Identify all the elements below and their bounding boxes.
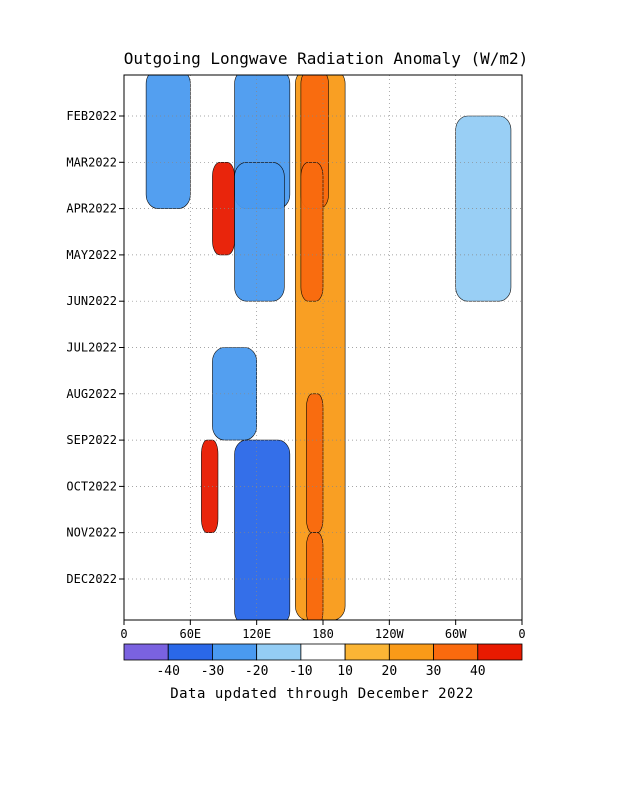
x-tick-label: 120W	[375, 627, 405, 641]
y-tick-label: FEB2022	[66, 109, 117, 123]
anomaly-band-10	[212, 347, 257, 441]
x-tick-label: 180	[312, 627, 334, 641]
colorbar-swatch	[167, 643, 213, 661]
anomaly-band-7	[145, 75, 191, 209]
anomaly-band-11	[234, 439, 291, 620]
colorbar-swatch	[212, 643, 258, 661]
colorbar-labels: -40 -30 -20 -10 10 20 30 40	[156, 664, 485, 679]
colorbar-label: 40	[470, 664, 486, 679]
x-tick-label: 120E	[242, 627, 271, 641]
x-axis: 0 60E 120E 180 120W 60W 0	[120, 620, 526, 641]
colorbar-label: -20	[245, 664, 268, 679]
x-tick-label: 0	[120, 627, 127, 641]
colorbar	[123, 643, 523, 661]
colorbar-swatch	[256, 643, 302, 661]
x-tick-label: 0	[518, 627, 525, 641]
colorbar-swatch	[477, 643, 523, 661]
y-tick-label: JUN2022	[66, 294, 117, 308]
y-tick-label: JUL2022	[66, 341, 117, 355]
anomaly-band-6	[201, 439, 219, 534]
chart-title: Outgoing Longwave Radiation Anomaly (W/m…	[124, 49, 529, 68]
y-tick-label: AUG2022	[66, 387, 117, 401]
y-axis: FEB2022 MAR2022 APR2022 MAY2022 JUN2022 JUL20…	[66, 109, 124, 586]
x-tick-label: 60W	[445, 627, 467, 641]
y-tick-label: MAY2022	[66, 248, 117, 262]
colorbar-label: -30	[201, 664, 224, 679]
y-tick-label: DEC2022	[66, 572, 117, 586]
anomaly-band-2	[300, 162, 324, 302]
data-update-note: Data updated through December 2022	[170, 686, 474, 702]
colorbar-label: -10	[289, 664, 312, 679]
colorbar-swatch	[433, 643, 479, 661]
anomaly-band-12	[455, 115, 512, 302]
y-tick-label: OCT2022	[66, 479, 117, 493]
y-tick-label: SEP2022	[66, 433, 117, 447]
y-tick-label: NOV2022	[66, 526, 117, 540]
y-tick-label: APR2022	[66, 202, 117, 216]
plot-area	[124, 75, 522, 620]
colorbar-label: 10	[337, 664, 353, 679]
anomaly-band-3	[306, 393, 324, 533]
grid-lines	[124, 75, 522, 620]
anomaly-band-9	[234, 162, 285, 302]
colorbar-swatch	[123, 643, 169, 661]
colorbar-label: -40	[156, 664, 179, 679]
colorbar-swatch	[344, 643, 390, 661]
x-tick-label: 60E	[179, 627, 201, 641]
colorbar-label: 20	[382, 664, 398, 679]
colorbar-swatch	[300, 643, 346, 661]
colorbar-label: 30	[426, 664, 442, 679]
anomaly-band-5	[212, 162, 235, 256]
y-tick-label: MAR2022	[66, 155, 117, 169]
colorbar-swatch	[388, 643, 434, 661]
